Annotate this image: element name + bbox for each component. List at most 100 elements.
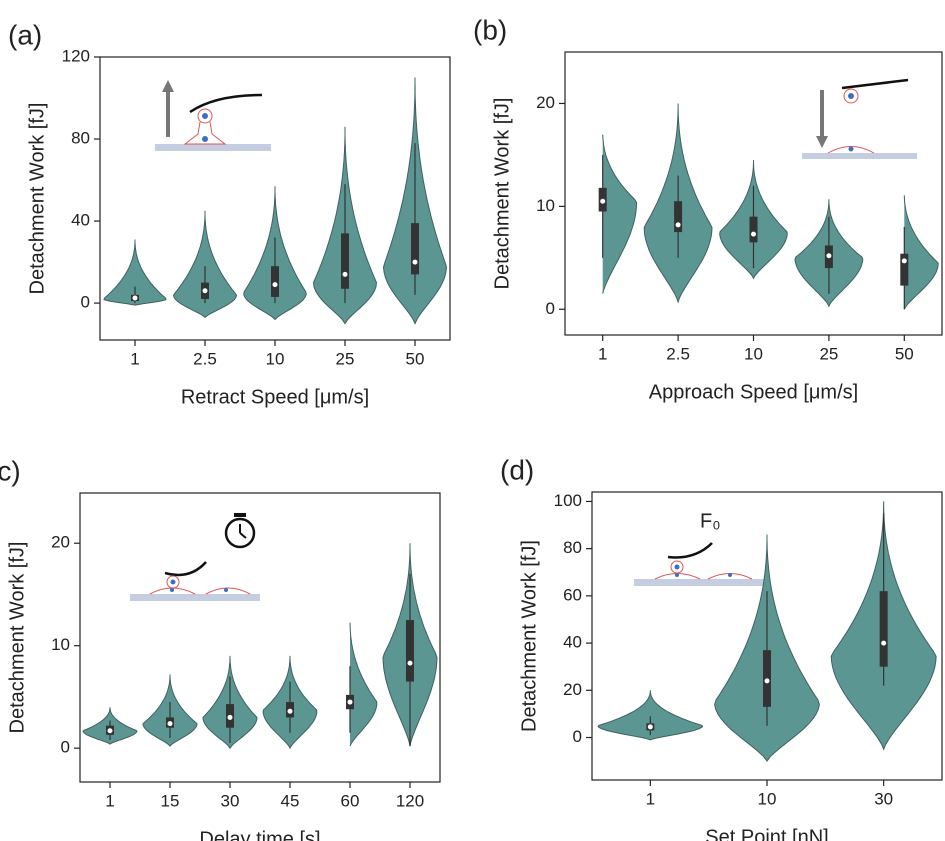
- median-dot: [901, 258, 907, 264]
- violin-group: [82, 707, 138, 745]
- inset-approach: [802, 78, 917, 159]
- y-tick-label: 20: [563, 680, 582, 699]
- x-tick-label: 15: [161, 791, 180, 810]
- violin-group: [142, 674, 198, 747]
- y-tick-label: 40: [563, 633, 582, 652]
- x-axis-label: Approach Speed [μm/s]: [649, 381, 858, 403]
- x-axis-label: Retract Speed [μm/s]: [181, 386, 369, 408]
- y-tick-label: 0: [61, 738, 70, 757]
- y-axis-label: Detachment Work [fJ]: [518, 540, 540, 732]
- x-axis-label: Delay time [s]: [199, 828, 320, 841]
- violin: [903, 195, 939, 310]
- inset-setpoint: [634, 542, 764, 586]
- y-tick-label: 40: [71, 211, 90, 230]
- y-tick-label: 20: [536, 93, 555, 112]
- violin-group: [172, 210, 238, 319]
- median-dot: [412, 259, 418, 265]
- iqr-box: [406, 620, 414, 682]
- y-tick-label: 0: [573, 727, 582, 746]
- violin: [602, 134, 638, 294]
- median-dot: [764, 678, 770, 684]
- median-dot: [342, 271, 348, 277]
- x-tick-label: 50: [895, 344, 914, 363]
- y-tick-label: 10: [51, 635, 70, 654]
- x-tick-label: 1: [646, 789, 655, 808]
- violin-group: [597, 690, 704, 741]
- x-tick-label: 2.5: [666, 344, 690, 363]
- violin-group: [103, 239, 167, 306]
- median-dot: [202, 288, 208, 294]
- iqr-box: [341, 233, 349, 289]
- median-dot: [751, 231, 756, 237]
- violin-group: [346, 622, 378, 747]
- inset-retract: [155, 80, 271, 151]
- x-tick-label: 10: [744, 344, 763, 363]
- violin-group: [262, 655, 318, 750]
- violin: [349, 622, 378, 747]
- y-axis-label: Detachment Work [fJ]: [26, 103, 48, 295]
- panel-label: (c): [0, 455, 21, 486]
- x-tick-label: 25: [336, 349, 355, 368]
- violin-group: [643, 103, 713, 304]
- x-tick-label: 25: [819, 344, 838, 363]
- violin-group: [714, 534, 820, 762]
- x-tick-label: 45: [281, 791, 300, 810]
- median-dot: [675, 222, 681, 228]
- iqr-box: [411, 223, 419, 275]
- iqr-box: [900, 253, 909, 286]
- y-tick-label: 0: [546, 299, 555, 318]
- x-tick-label: 10: [758, 789, 777, 808]
- y-tick-label: 20: [51, 533, 70, 552]
- violin-group: [719, 160, 788, 280]
- violin-group: [312, 126, 378, 325]
- x-tick-label: 50: [406, 349, 425, 368]
- y-tick-label: 100: [554, 491, 582, 510]
- iqr-box: [749, 216, 758, 243]
- y-tick-label: 80: [563, 538, 582, 557]
- x-tick-label: 60: [341, 791, 360, 810]
- violin: [172, 210, 238, 319]
- iqr-box: [674, 201, 683, 233]
- x-tick-label: 30: [874, 789, 893, 808]
- y-tick-label: 120: [62, 46, 90, 65]
- violin-group: [382, 77, 448, 325]
- x-tick-label: 120: [396, 791, 424, 810]
- x-tick-label: 10: [266, 349, 285, 368]
- panel-label: (a): [8, 19, 42, 50]
- violin-group: [382, 543, 438, 747]
- violin-group: [202, 655, 258, 750]
- annotation: F₀: [700, 510, 721, 532]
- median-dot: [647, 724, 653, 730]
- violin-group: [794, 199, 864, 308]
- y-axis-label: Detachment Work [fJ]: [491, 98, 513, 290]
- violin: [597, 690, 704, 741]
- iqr-box: [879, 591, 888, 667]
- inset-delay: [130, 513, 260, 601]
- panel-label: (b): [473, 14, 507, 45]
- median-dot: [407, 660, 413, 666]
- x-tick-label: 2.5: [193, 349, 217, 368]
- median-dot: [826, 253, 832, 259]
- y-tick-label: 10: [536, 196, 555, 215]
- violin-group: [830, 501, 937, 751]
- median-dot: [227, 714, 233, 720]
- plot-frame: [79, 492, 441, 783]
- violin-group: [243, 186, 307, 321]
- x-tick-label: 1: [105, 791, 114, 810]
- y-tick-label: 80: [71, 129, 90, 148]
- x-tick-label: 30: [221, 791, 240, 810]
- x-tick-label: 1: [598, 344, 607, 363]
- y-tick-label: 60: [563, 585, 582, 604]
- violin-group: [598, 134, 638, 294]
- y-tick-label: 0: [81, 293, 90, 312]
- median-dot: [107, 728, 113, 734]
- violin-group: [900, 195, 939, 310]
- x-axis-label: Set Point [nN]: [705, 826, 828, 841]
- iqr-box: [271, 266, 279, 297]
- median-dot: [347, 699, 353, 705]
- median-dot: [881, 640, 887, 646]
- median-dot: [272, 282, 278, 288]
- median-dot: [600, 198, 606, 204]
